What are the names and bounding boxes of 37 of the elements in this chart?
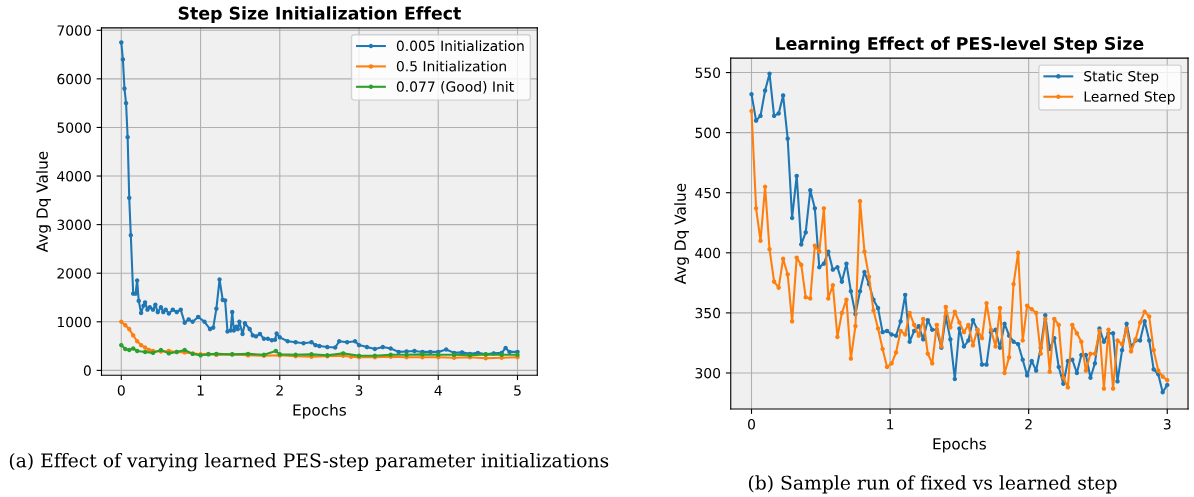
- x-tick-label: 2: [276, 385, 283, 396]
- text: (b) Sample run of fixed vs learned step: [748, 475, 1117, 494]
- text: (a) Effect of varying learned PES-step parameter initializations: [9, 452, 609, 472]
- x-axis-title: Epochs: [293, 403, 347, 419]
- y-tick-label: 300: [695, 367, 721, 379]
- y-tick-label: 500: [695, 127, 721, 139]
- y-axis-title: Avg Dq Value: [674, 183, 689, 285]
- x-tick-label: 2: [1025, 419, 1032, 430]
- y-tick-label: 3000: [57, 219, 91, 231]
- x-tick-label: 0: [748, 419, 756, 430]
- y-tick-label: 550: [695, 67, 721, 79]
- x-tick-label: 1: [887, 419, 894, 430]
- y-tick-label: 5000: [57, 122, 91, 133]
- y-tick-label: 400: [695, 247, 721, 259]
- x-tick-label: 0: [117, 385, 125, 396]
- y-tick-label: 450: [695, 187, 721, 199]
- y-tick-label: 350: [695, 307, 721, 319]
- chart-title: Learning Effect of PES-level Step Size: [776, 36, 1144, 54]
- legend-label: 0.005 Initialization: [396, 40, 524, 52]
- y-axis-title: Avg Dq Value: [36, 151, 51, 253]
- y-tick-label: 2000: [57, 268, 91, 279]
- x-axis-title: Epochs: [933, 437, 986, 453]
- legend-label: Static Step: [1084, 70, 1159, 85]
- x-tick-label: 4: [434, 385, 442, 396]
- x-tick-label: 5: [514, 385, 521, 396]
- legend-label: 0.5 Initialization: [396, 60, 506, 72]
- y-tick-label: 7000: [57, 25, 91, 36]
- y-tick-label: 1000: [57, 316, 91, 328]
- y-tick-label: 0: [83, 365, 91, 376]
- x-tick-label: 3: [1163, 419, 1171, 430]
- x-tick-label: 1: [197, 385, 204, 396]
- x-tick-label: 3: [355, 385, 363, 396]
- chart-title: Step Size Initialization Effect: [178, 6, 461, 24]
- legend-label: Learned Step: [1084, 91, 1175, 105]
- y-tick-label: 4000: [57, 170, 91, 182]
- y-tick-label: 6000: [57, 73, 91, 85]
- legend-label: 0.077 (Good) Init: [396, 81, 514, 94]
